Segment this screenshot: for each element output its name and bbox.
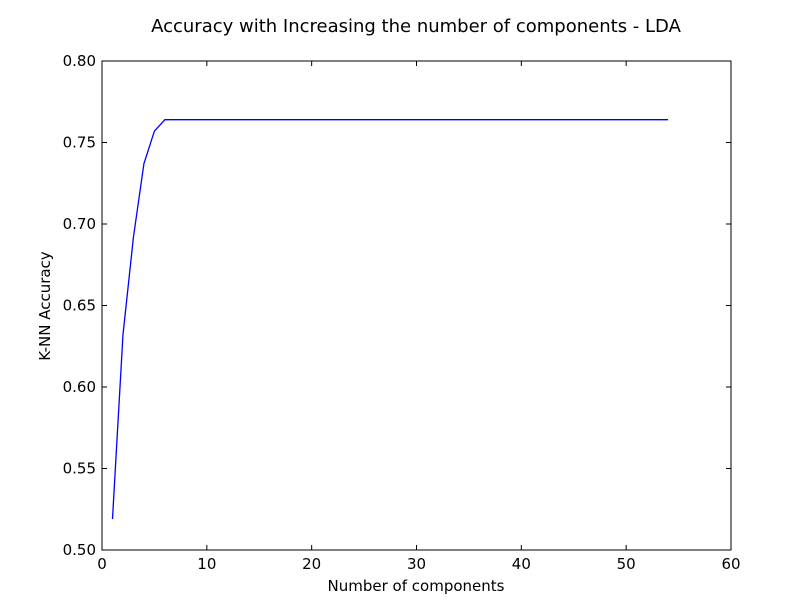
y-tick-label: 0.75	[63, 134, 96, 152]
x-tick-label: 40	[512, 555, 531, 573]
y-tick-label: 0.60	[63, 378, 96, 396]
x-tick-label: 10	[197, 555, 216, 573]
y-tick-label: 0.70	[63, 215, 96, 233]
y-axis-title: K-NN Accuracy	[36, 251, 54, 360]
plot-area: 0 10 20 30 40 50 60 0.50 0.55 0.60 0.65 0.70 0.75 0.8…	[63, 52, 741, 573]
y-tick-label: 0.65	[63, 297, 96, 315]
x-tick-label: 60	[721, 555, 740, 573]
x-axis-title: Number of components	[328, 577, 505, 595]
y-tick-label: 0.80	[63, 52, 96, 70]
y-tick-label: 0.50	[63, 541, 96, 559]
x-tick-label: 0	[97, 555, 107, 573]
chart-title: Accuracy with Increasing the number of c…	[151, 16, 681, 37]
x-tick-label: 30	[407, 555, 426, 573]
y-tick-label: 0.55	[63, 460, 96, 478]
x-tick-label: 20	[302, 555, 321, 573]
series-line-0	[111, 119, 669, 520]
x-tick-label: 50	[617, 555, 636, 573]
